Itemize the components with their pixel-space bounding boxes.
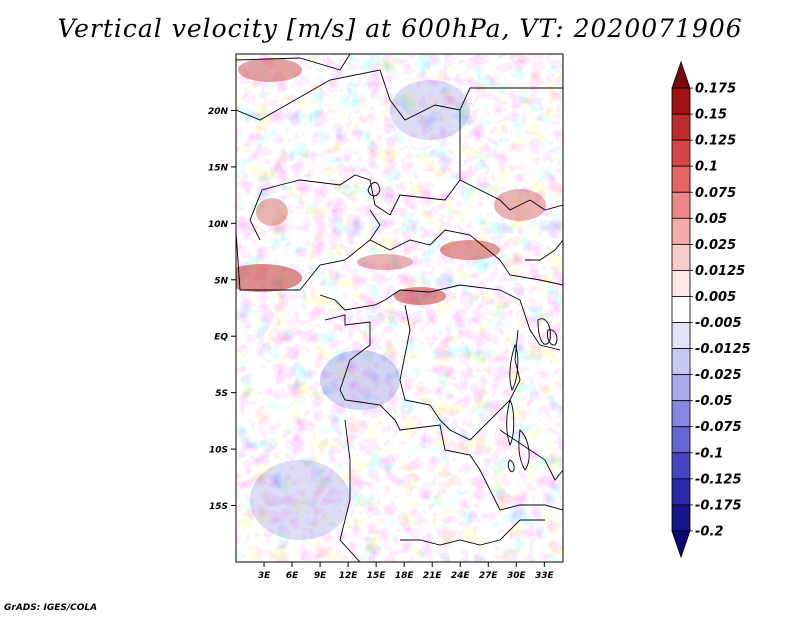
lon-tick-label: 27E xyxy=(479,571,499,581)
colorbar-swatch xyxy=(671,60,691,89)
lat-tick-label: EQ xyxy=(214,333,228,343)
grads-credit: GrADS: IGES/COLA xyxy=(4,603,98,613)
lon-tick-label: 24E xyxy=(451,571,471,581)
colorbar-label: 0.075 xyxy=(695,186,736,201)
colorbar-label: 0.175 xyxy=(695,82,736,97)
colorbar-swatch xyxy=(671,426,691,454)
colorbar-label: 0.1 xyxy=(695,160,718,175)
colorbar-label: 0.05 xyxy=(695,212,727,227)
colorbar-swatch xyxy=(671,452,691,480)
colorbar-swatch xyxy=(671,478,691,506)
lon-tick-label: 30E xyxy=(507,571,527,581)
lon-tick-label: 3E xyxy=(258,571,271,581)
lon-tick-label: 9E xyxy=(314,571,327,581)
colorbar-swatch xyxy=(671,322,691,349)
map-plot-area xyxy=(235,53,564,563)
lat-tick-label: 20N xyxy=(208,107,229,117)
colorbar: 0.175 0.15 0.125 0.1 0.075 0.05 0.025 0.0125 0.0… xyxy=(671,60,751,559)
lat-tick-label: 5S xyxy=(215,389,228,399)
map-frame xyxy=(235,53,564,563)
colorbar-label: -0.005 xyxy=(695,316,742,331)
colorbar-swatch xyxy=(671,191,691,219)
colorbar-swatch xyxy=(671,243,691,271)
lat-tick-label: 15N xyxy=(208,163,229,173)
map-title: Vertical velocity [m/s] at 600hPa, VT: 2… xyxy=(57,14,743,43)
colorbar-swatch xyxy=(671,87,691,115)
colorbar-swatch xyxy=(671,504,691,532)
lon-tick-label: 15E xyxy=(367,571,387,581)
colorbar-label: 0.025 xyxy=(695,238,736,253)
colorbar-label: 0.0125 xyxy=(695,264,745,279)
colorbar-swatch xyxy=(671,270,691,297)
lake-outlines xyxy=(367,182,558,473)
latitude-axis: 20N 15N 10N 5N EQ 5S 10S 15S xyxy=(208,107,236,512)
colorbar-label: -0.025 xyxy=(695,368,742,383)
colorbar-swatch xyxy=(671,374,691,402)
colorbar-swatch xyxy=(671,530,691,559)
colorbar-swatch xyxy=(671,217,691,245)
colorbar-swatch xyxy=(671,113,691,141)
lat-tick-label: 5N xyxy=(214,276,228,286)
colorbar-label: -0.05 xyxy=(695,394,732,409)
lon-tick-label: 18E xyxy=(395,571,415,581)
colorbar-label: 0.125 xyxy=(695,134,736,149)
longitude-axis: 3E 6E 9E 12E 15E 18E 21E 24E 27E 30E 33E xyxy=(258,562,555,581)
colorbar-label: -0.2 xyxy=(695,524,723,539)
lon-tick-label: 33E xyxy=(535,571,555,581)
lat-tick-label: 15S xyxy=(209,502,228,512)
colorbar-swatch xyxy=(671,348,691,376)
colorbar-swatch xyxy=(671,400,691,428)
lon-tick-label: 6E xyxy=(286,571,299,581)
lat-tick-label: 10S xyxy=(209,446,228,456)
colorbar-label: 0.005 xyxy=(695,290,736,305)
lon-tick-label: 12E xyxy=(339,571,359,581)
colorbar-label: -0.075 xyxy=(695,420,742,435)
colorbar-label: -0.0125 xyxy=(695,342,751,357)
colorbar-swatch xyxy=(671,296,691,323)
colorbar-label: -0.125 xyxy=(695,472,742,487)
map-figure: 20N 15N 10N 5N EQ 5S 10S 15S 3E 6E 9E 12E 15E 18E 21E… xyxy=(208,53,751,581)
colorbar-swatch xyxy=(671,139,691,167)
colorbar-label: -0.1 xyxy=(695,446,723,461)
colorbar-label: 0.15 xyxy=(695,108,727,123)
colorbar-swatch xyxy=(671,165,691,193)
colorbar-label: -0.175 xyxy=(695,498,742,513)
lon-tick-label: 21E xyxy=(423,571,443,581)
lat-tick-label: 10N xyxy=(208,220,229,230)
